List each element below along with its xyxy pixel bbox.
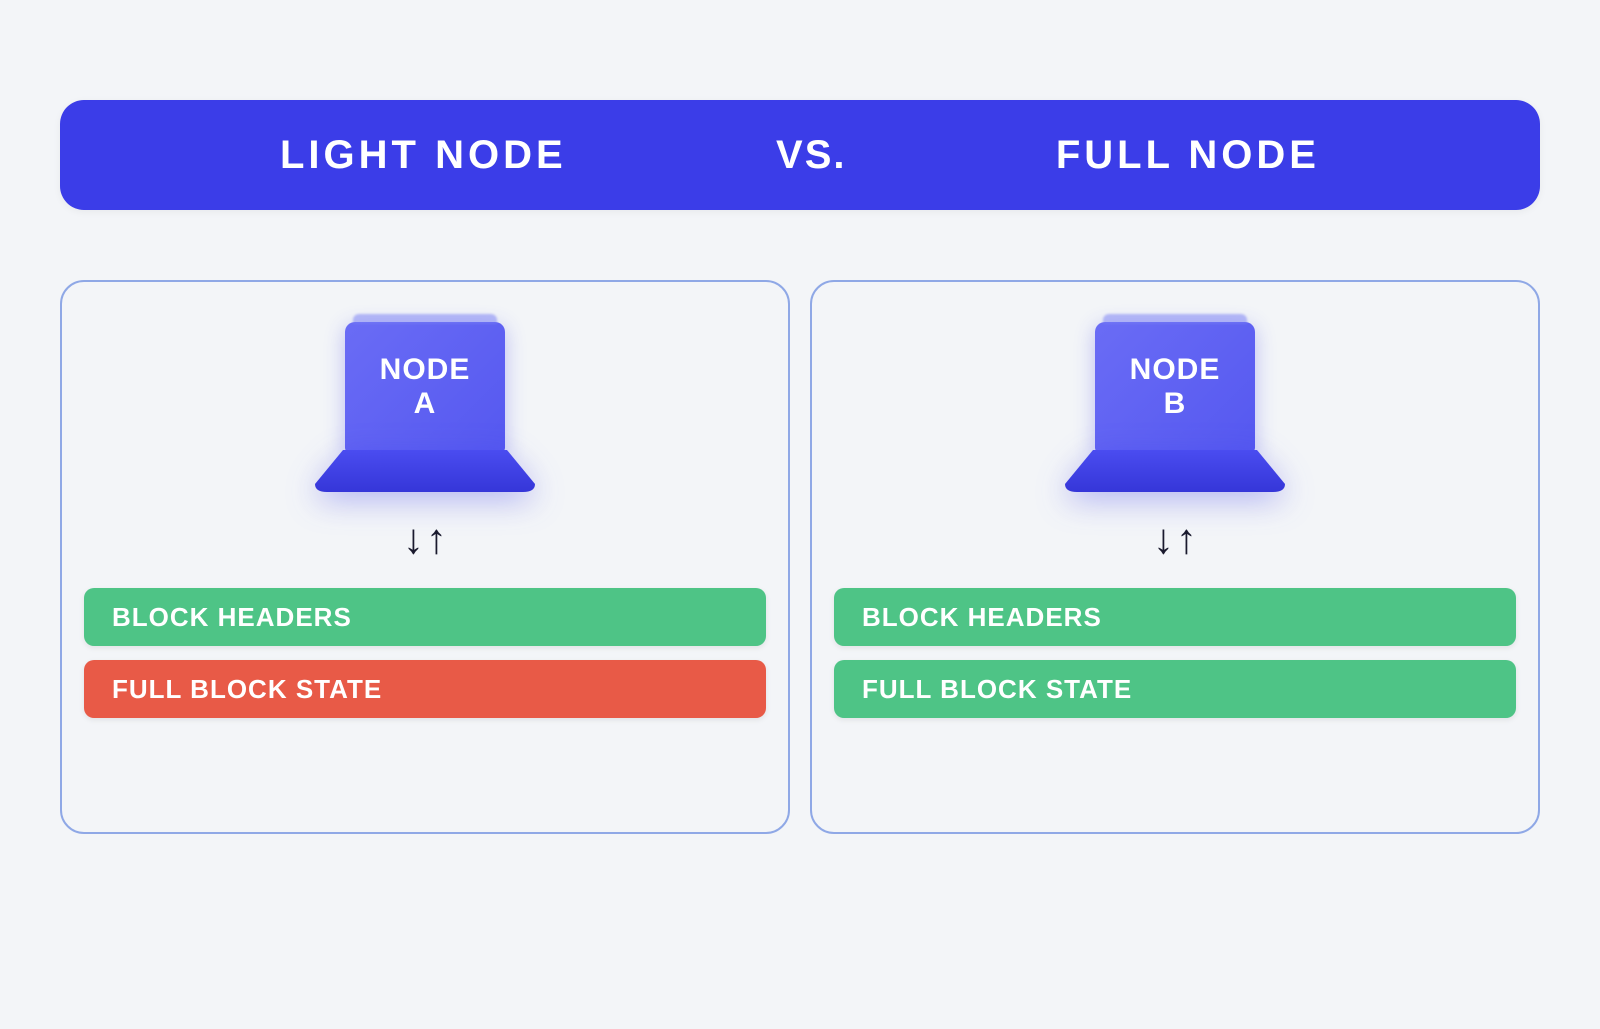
arrow-up-icon: ↑ xyxy=(1176,518,1197,560)
status-bar-label: FULL BLOCK STATE xyxy=(112,674,382,705)
header-vs-label: VS. xyxy=(776,133,846,178)
header-content: LIGHT NODE VS. FULL NODE xyxy=(60,133,1540,178)
laptop-screen: NODE B xyxy=(1095,322,1255,452)
panel-full-node: NODE B ↓ ↑ BLOC xyxy=(810,280,1540,834)
laptop-icon: NODE A xyxy=(315,322,535,492)
arrow-down-icon: ↓ xyxy=(403,518,424,560)
arrow-up-icon: ↑ xyxy=(426,518,447,560)
status-bar-block-headers: BLOCK HEADERS xyxy=(84,588,766,646)
header-left-label: LIGHT NODE xyxy=(280,133,567,178)
header-bar: LIGHT NODE VS. FULL NODE xyxy=(60,100,1540,210)
laptop-label: NODE B xyxy=(1130,353,1221,422)
sync-arrows-icon: ↓ ↑ xyxy=(1153,518,1197,560)
laptop-screen: NODE A xyxy=(345,322,505,452)
sync-arrows-icon: ↓ ↑ xyxy=(403,518,447,560)
laptop-base-icon xyxy=(1065,450,1285,492)
header-right-label: FULL NODE xyxy=(1056,133,1320,178)
arrow-down-icon: ↓ xyxy=(1153,518,1174,560)
status-bar-label: FULL BLOCK STATE xyxy=(862,674,1132,705)
status-bar-full-block-state: FULL BLOCK STATE xyxy=(834,660,1516,718)
laptop-base-icon xyxy=(315,450,535,492)
laptop-label-line2: B xyxy=(1130,387,1221,422)
panels-container: NODE A ↓ ↑ BLOC xyxy=(60,280,1540,834)
status-bar-label: BLOCK HEADERS xyxy=(112,602,352,633)
laptop-label-line1: NODE xyxy=(380,353,471,388)
status-bar-block-headers: BLOCK HEADERS xyxy=(834,588,1516,646)
status-bar-label: BLOCK HEADERS xyxy=(862,602,1102,633)
laptop-label: NODE A xyxy=(380,353,471,422)
laptop-icon: NODE B xyxy=(1065,322,1285,492)
laptop-label-line1: NODE xyxy=(1130,353,1221,388)
laptop-label-line2: A xyxy=(380,387,471,422)
status-bar-full-block-state: FULL BLOCK STATE xyxy=(84,660,766,718)
panel-light-node: NODE A ↓ ↑ BLOC xyxy=(60,280,790,834)
